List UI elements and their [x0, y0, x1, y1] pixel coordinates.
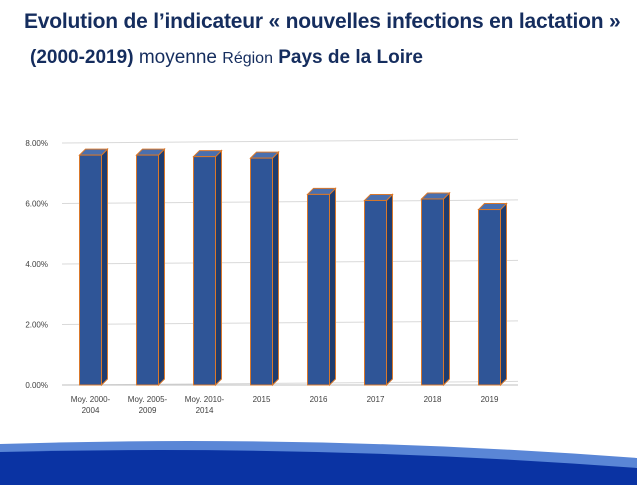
slide-title: Evolution de l’indicateur « nouvelles in… — [0, 0, 637, 80]
y-tick-label: 4.00% — [25, 260, 48, 269]
title-line-1: Evolution de l’indicateur « nouvelles in… — [24, 10, 621, 33]
bar-front — [421, 198, 444, 386]
x-tick-label: 2017 — [367, 395, 385, 404]
x-tick-label: 2015 — [253, 395, 271, 404]
bar — [135, 147, 166, 387]
title-moyenne: moyenne — [138, 47, 217, 68]
title-region: Région — [222, 50, 273, 67]
bar-front — [250, 157, 273, 386]
band-dark-stripe — [0, 450, 637, 485]
bar — [249, 150, 280, 387]
title-years: (2000-2019) — [30, 47, 134, 68]
bar — [306, 187, 337, 387]
x-tick-label: Moy. 2005-2009 — [128, 395, 168, 415]
bar — [363, 193, 394, 387]
bar-front — [364, 199, 387, 386]
bar-front — [79, 154, 102, 386]
bar — [78, 147, 109, 387]
bar — [477, 202, 508, 387]
bar-front — [193, 156, 216, 386]
y-tick-label: 6.00% — [25, 200, 48, 209]
y-tick-label: 8.00% — [25, 139, 48, 148]
x-tick-label: 2018 — [424, 395, 442, 404]
x-tick-label: Moy. 2000-2004 — [71, 395, 111, 415]
x-tick-label: Moy. 2010-2014 — [185, 395, 225, 415]
y-tick-label: 0.00% — [25, 381, 48, 390]
title-line-2: (2000-2019) moyenne Région Pays de la Lo… — [30, 47, 423, 69]
bar — [192, 149, 223, 387]
x-tick-label: 2016 — [310, 395, 328, 404]
x-tick-label: 2019 — [481, 395, 499, 404]
bar-front — [307, 193, 330, 386]
bar — [420, 191, 451, 387]
gridline — [61, 138, 519, 144]
y-tick-label: 2.00% — [25, 321, 48, 330]
title-place: Pays de la Loire — [278, 47, 423, 68]
bar-front — [136, 154, 159, 386]
bar-front — [478, 209, 501, 386]
